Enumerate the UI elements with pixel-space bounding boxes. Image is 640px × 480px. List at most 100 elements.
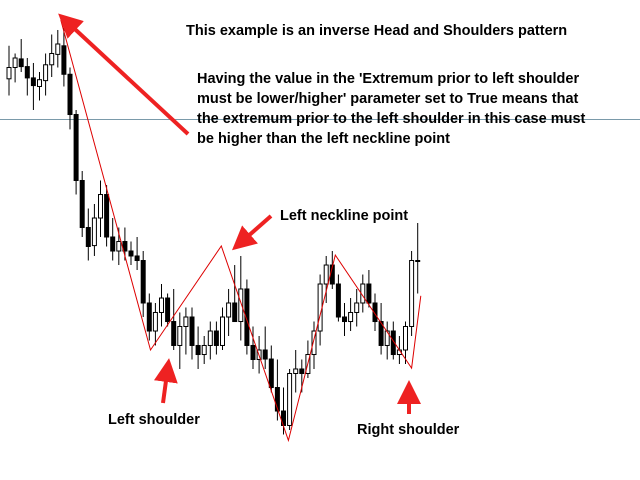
candle — [323, 255, 329, 303]
explanation-line: the extremum prior to the left shoulder … — [197, 111, 586, 127]
candle-body-bullish — [43, 64, 49, 82]
candle-body-bearish — [342, 316, 347, 323]
candle-body-bearish — [140, 260, 146, 304]
candle-body-bullish — [354, 302, 360, 313]
candle-body-bearish — [110, 236, 116, 252]
candle-body-bullish — [317, 283, 323, 332]
pattern-layer — [60, 19, 422, 443]
candle-body-bullish — [323, 264, 329, 285]
candle-body-bearish — [232, 302, 238, 323]
candle-body-bearish — [244, 288, 250, 346]
candle — [244, 279, 250, 355]
candle — [128, 241, 134, 266]
candle — [146, 293, 152, 341]
candle-body-bullish — [409, 260, 415, 327]
candle-body-bearish — [134, 255, 140, 262]
parameter-explanation: Having the value in the 'Extremum prior … — [197, 69, 585, 149]
candle-body-bullish — [49, 52, 55, 66]
candle — [79, 171, 85, 237]
candle-body-bullish — [403, 325, 408, 351]
candle — [274, 359, 280, 421]
candle-body-bullish — [348, 311, 354, 323]
right-shoulder-label: Right shoulder — [357, 422, 460, 438]
candle — [201, 335, 207, 365]
candle-body-bearish — [104, 194, 110, 238]
candle-body-bearish — [73, 114, 79, 181]
candle — [152, 302, 158, 346]
candle — [18, 39, 24, 73]
neckline-arrow — [231, 214, 273, 251]
candle — [55, 29, 61, 68]
candle — [104, 185, 110, 247]
candle-body-bearish — [213, 330, 219, 346]
candle — [49, 34, 55, 77]
candle — [189, 307, 195, 360]
candles-layer — [6, 20, 421, 435]
candle — [159, 284, 164, 327]
candle — [287, 368, 293, 431]
candle — [67, 67, 73, 130]
candle — [238, 255, 244, 341]
left-neckline-label: Left neckline point — [280, 208, 409, 224]
candle — [366, 269, 372, 308]
candle-body-bearish — [250, 344, 256, 360]
candle — [165, 293, 171, 327]
candle — [37, 72, 42, 101]
candle-body-bearish — [165, 297, 171, 323]
candle-body-bullish — [91, 217, 97, 247]
candle — [335, 274, 341, 322]
candle — [177, 312, 183, 369]
candle-body-bearish — [366, 283, 372, 304]
candle — [384, 321, 390, 360]
candle — [73, 109, 79, 195]
candle — [110, 218, 116, 261]
candle — [43, 53, 49, 96]
candle-body-bearish — [195, 344, 201, 356]
candle — [268, 345, 274, 393]
candle-body-bullish — [159, 297, 164, 313]
candle — [30, 62, 36, 110]
pattern-zigzag-line — [60, 19, 422, 443]
candle-body-bullish — [152, 311, 158, 332]
candle-body-bearish — [128, 250, 134, 257]
candle-body-bearish — [30, 77, 36, 87]
candle — [213, 321, 219, 355]
left-shoulder-label: Left shoulder — [108, 412, 200, 428]
candle — [195, 326, 201, 369]
explanation-line: Having the value in the 'Extremum prior … — [197, 71, 580, 87]
candle — [409, 251, 415, 336]
candle-body-bearish — [262, 349, 268, 360]
candle — [311, 321, 317, 369]
candle — [85, 208, 91, 261]
candle-body-bearish — [390, 330, 396, 356]
arrows-layer — [58, 13, 421, 414]
candle-body-bullish — [98, 194, 103, 219]
candle-body-bearish — [24, 66, 30, 79]
candle-body-bearish — [268, 358, 274, 389]
candle-body-bearish — [85, 227, 91, 247]
candle-body-bearish — [378, 321, 384, 346]
candle-body-bullish — [293, 368, 299, 375]
candle — [207, 321, 213, 360]
candle — [24, 58, 30, 96]
candle — [354, 288, 360, 327]
candle — [140, 251, 146, 318]
candle-body-bullish — [415, 260, 421, 263]
candle-body-bullish — [12, 57, 18, 68]
candle-body-bullish — [55, 43, 61, 55]
candle — [6, 45, 12, 96]
extremum-arrow — [58, 13, 190, 136]
candle — [403, 321, 408, 365]
candle-body-bullish — [177, 325, 183, 346]
explanation-line: be higher than the left neckline point — [197, 131, 450, 147]
candle-body-bearish — [335, 283, 341, 318]
left-shoulder-arrow — [153, 358, 178, 404]
candle-body-bullish — [6, 67, 12, 80]
candle — [348, 298, 354, 332]
candle — [293, 350, 299, 393]
candle — [415, 222, 421, 294]
candle-body-bullish — [37, 79, 42, 87]
candle-body-bearish — [299, 368, 305, 375]
